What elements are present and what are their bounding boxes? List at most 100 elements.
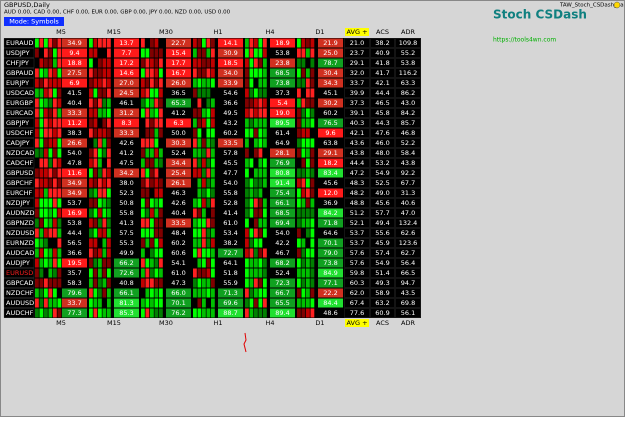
trend-stripe <box>48 48 53 58</box>
trend-stripe <box>263 68 267 78</box>
dashboard-table: M5 M5 M15 M15 M30 M30 H1 H1 H4 H4 D1 D1 AVG + AVG + AC… <box>3 28 421 327</box>
value-cell <box>270 108 295 118</box>
value: 18.2 <box>323 159 337 167</box>
value: 33.3 <box>119 129 133 137</box>
value-cell <box>270 78 295 88</box>
trend-stripe <box>258 208 263 218</box>
trend-stripe <box>93 78 98 88</box>
trend-stripe <box>93 58 98 68</box>
trend-stripe <box>202 278 206 288</box>
trend-stripe <box>197 228 202 238</box>
value-cell <box>166 258 191 268</box>
trend-stripe <box>93 308 98 318</box>
value-cell <box>62 158 87 168</box>
value-cell <box>114 148 139 158</box>
trend-stripe <box>297 108 301 118</box>
value-cell <box>395 258 421 268</box>
trend-stripe <box>107 268 111 278</box>
trend-stripe <box>301 148 306 158</box>
trend-stripe <box>159 108 163 118</box>
value-cell <box>318 308 343 318</box>
trend-stripe <box>297 138 301 148</box>
symbol-cell <box>3 58 35 68</box>
trend-stripe <box>39 128 44 138</box>
trend-stripe <box>98 218 102 228</box>
value-cell <box>218 48 243 58</box>
trend-stripe <box>211 78 215 88</box>
trend-stripe <box>202 158 206 168</box>
trend-stripe <box>39 88 44 98</box>
trend-stripe <box>89 68 93 78</box>
column-footer: M15 <box>107 319 121 327</box>
trend-stripe <box>202 308 206 318</box>
trend-stripe <box>159 148 163 158</box>
trend-stripe <box>141 58 145 68</box>
trend-stripe <box>93 268 98 278</box>
trend-stripe <box>245 98 249 108</box>
trend-stripe <box>254 288 258 298</box>
trend-stripe <box>211 168 215 178</box>
value-cell <box>114 268 139 278</box>
value-cell <box>218 238 243 248</box>
trend-stripe <box>206 268 211 278</box>
trend-stripe <box>150 238 154 248</box>
trend-stripe <box>197 38 202 48</box>
value: 50.0 <box>171 129 185 137</box>
value-cell <box>218 268 243 278</box>
trend-stripe <box>154 288 159 298</box>
column-header: M30 <box>159 28 173 36</box>
value: 5.4 <box>277 99 287 107</box>
value: 52.1 <box>350 219 364 227</box>
value: 33.3 <box>67 109 81 117</box>
value: 61.0 <box>223 219 237 227</box>
trend-stripe <box>145 58 150 68</box>
value: 53.7 <box>67 199 81 207</box>
value: 56.4 <box>401 259 415 267</box>
trend-stripe <box>193 68 197 78</box>
value-cell <box>166 308 191 318</box>
trend-stripe <box>245 228 249 238</box>
symbol: EURUSD <box>6 269 33 277</box>
trend-stripe <box>44 158 48 168</box>
trend-stripe <box>297 248 301 258</box>
value: 42.6 <box>119 139 133 147</box>
value: 69.4 <box>275 219 289 227</box>
trend-stripe <box>35 128 39 138</box>
trend-stripe <box>258 278 263 288</box>
value-cell <box>370 58 395 68</box>
trend-stripe <box>93 208 98 218</box>
mode-button-label[interactable]: Mode: Symbols <box>9 18 59 26</box>
trend-stripe <box>48 258 53 268</box>
symbol-cell <box>3 158 35 168</box>
trend-stripe <box>202 168 206 178</box>
trend-stripe <box>254 258 258 268</box>
trend-stripe <box>301 88 306 98</box>
value-cell <box>218 308 243 318</box>
trend-stripe <box>102 188 107 198</box>
trend-stripe <box>202 118 206 128</box>
trend-stripe <box>301 278 306 288</box>
trend-stripe <box>93 238 98 248</box>
symbol: NZDJPY <box>6 199 30 207</box>
trend-stripe <box>254 168 258 178</box>
trend-stripe <box>98 238 102 248</box>
mode-button[interactable] <box>4 17 64 26</box>
symbol-label: GBPUSD,Daily <box>4 1 50 9</box>
trend-stripe <box>258 98 263 108</box>
trend-stripe <box>44 168 48 178</box>
trend-stripe <box>249 178 254 188</box>
trend-stripe <box>310 108 315 118</box>
symbol: EURCAD <box>6 109 33 117</box>
trend-stripe <box>57 38 62 48</box>
value: 60.9 <box>375 309 389 317</box>
trend-stripe <box>53 98 57 108</box>
value: 33.5 <box>171 219 185 227</box>
value-cell <box>114 108 139 118</box>
trend-stripe <box>35 58 39 68</box>
value-cell <box>395 58 421 68</box>
value: 19.0 <box>275 109 289 117</box>
value-cell <box>318 128 343 138</box>
trend-stripe <box>297 128 301 138</box>
value-cell <box>62 288 87 298</box>
